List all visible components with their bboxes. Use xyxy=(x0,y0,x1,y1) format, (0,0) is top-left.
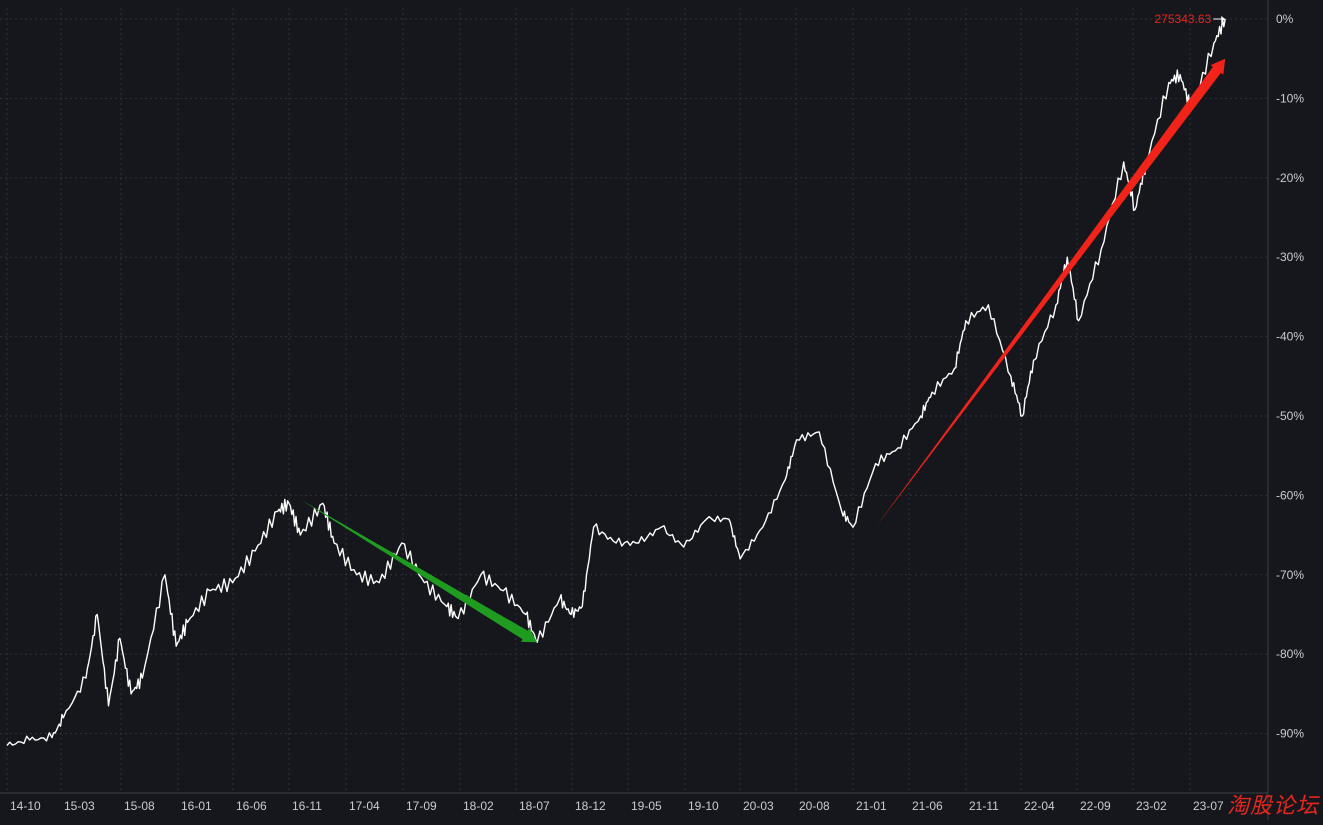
last-value-label: 275343.63 xyxy=(1155,12,1212,26)
x-tick-label: 18-07 xyxy=(519,799,550,813)
x-tick-label: 16-01 xyxy=(181,799,212,813)
y-tick-label: -60% xyxy=(1276,488,1304,502)
y-tick-label: 0% xyxy=(1276,12,1294,26)
y-tick-label: -10% xyxy=(1276,91,1304,105)
y-tick-label: -20% xyxy=(1276,171,1304,185)
red-trend-arrow xyxy=(876,59,1226,528)
x-tick-label: 19-05 xyxy=(631,799,662,813)
x-tick-label: 17-04 xyxy=(349,799,380,813)
y-tick-label: -40% xyxy=(1276,330,1304,344)
x-tick-label: 19-10 xyxy=(688,799,719,813)
y-tick-label: -70% xyxy=(1276,568,1304,582)
x-tick-label: 21-01 xyxy=(856,799,887,813)
x-tick-label: 17-09 xyxy=(406,799,437,813)
x-tick-label: 20-03 xyxy=(743,799,774,813)
y-tick-label: -50% xyxy=(1276,409,1304,423)
x-tick-label: 16-06 xyxy=(236,799,267,813)
series-line xyxy=(7,19,1225,746)
x-tick-label: 14-10 xyxy=(10,799,41,813)
x-tick-label: 21-11 xyxy=(969,799,999,813)
x-tick-label: 23-07 xyxy=(1193,799,1224,813)
green-trend-arrow xyxy=(300,499,537,642)
x-tick-label: 22-04 xyxy=(1024,799,1055,813)
y-tick-label: -80% xyxy=(1276,647,1304,661)
x-tick-label: 23-02 xyxy=(1136,799,1167,813)
x-tick-label: 18-02 xyxy=(463,799,494,813)
x-tick-label: 15-08 xyxy=(124,799,155,813)
y-tick-label: -30% xyxy=(1276,250,1304,264)
x-tick-label: 15-03 xyxy=(64,799,95,813)
x-tick-label: 21-06 xyxy=(912,799,943,813)
x-tick-label: 22-09 xyxy=(1080,799,1111,813)
x-tick-label: 20-08 xyxy=(799,799,830,813)
watermark: 淘股论坛 xyxy=(1227,788,1319,820)
x-tick-label: 18-12 xyxy=(575,799,606,813)
y-tick-label: -90% xyxy=(1276,727,1304,741)
x-tick-label: 16-11 xyxy=(292,799,322,813)
